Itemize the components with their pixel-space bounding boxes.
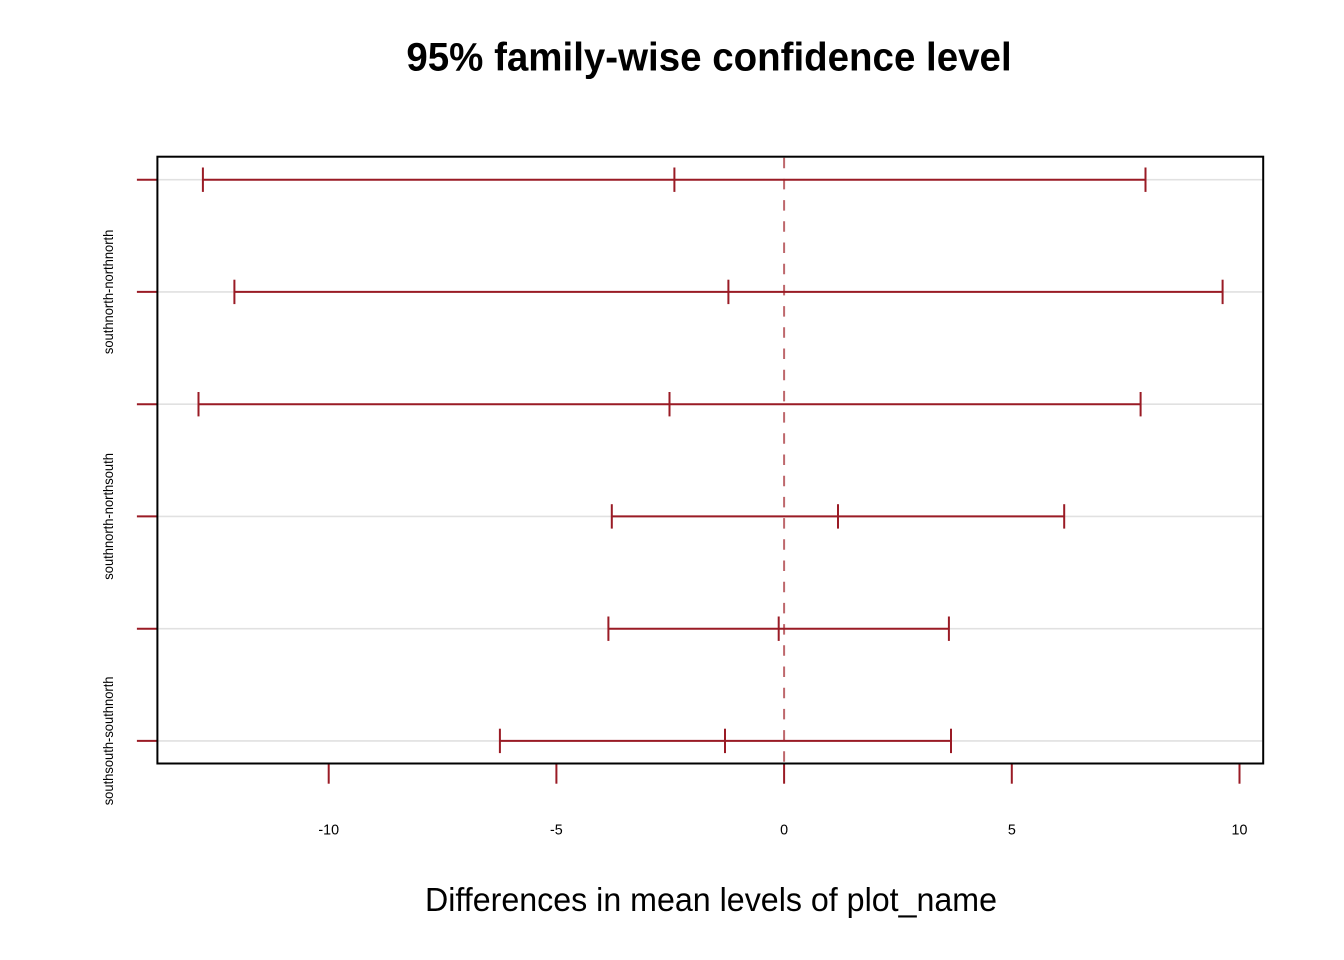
svg-text:10: 10 xyxy=(1232,822,1248,838)
svg-text:Differences in mean levels of: Differences in mean levels of plot_name xyxy=(425,880,997,918)
svg-text:0: 0 xyxy=(780,822,788,838)
svg-text:southnorth-northnorth: southnorth-northnorth xyxy=(101,230,116,354)
svg-text:southnorth-northsouth: southnorth-northsouth xyxy=(101,453,116,580)
svg-text:-5: -5 xyxy=(550,822,563,838)
svg-text:5: 5 xyxy=(1008,822,1016,838)
svg-text:95% family-wise confidence lev: 95% family-wise confidence level xyxy=(406,35,1011,80)
svg-text:southsouth-southnorth: southsouth-southnorth xyxy=(101,677,116,806)
svg-text:-10: -10 xyxy=(318,822,339,838)
